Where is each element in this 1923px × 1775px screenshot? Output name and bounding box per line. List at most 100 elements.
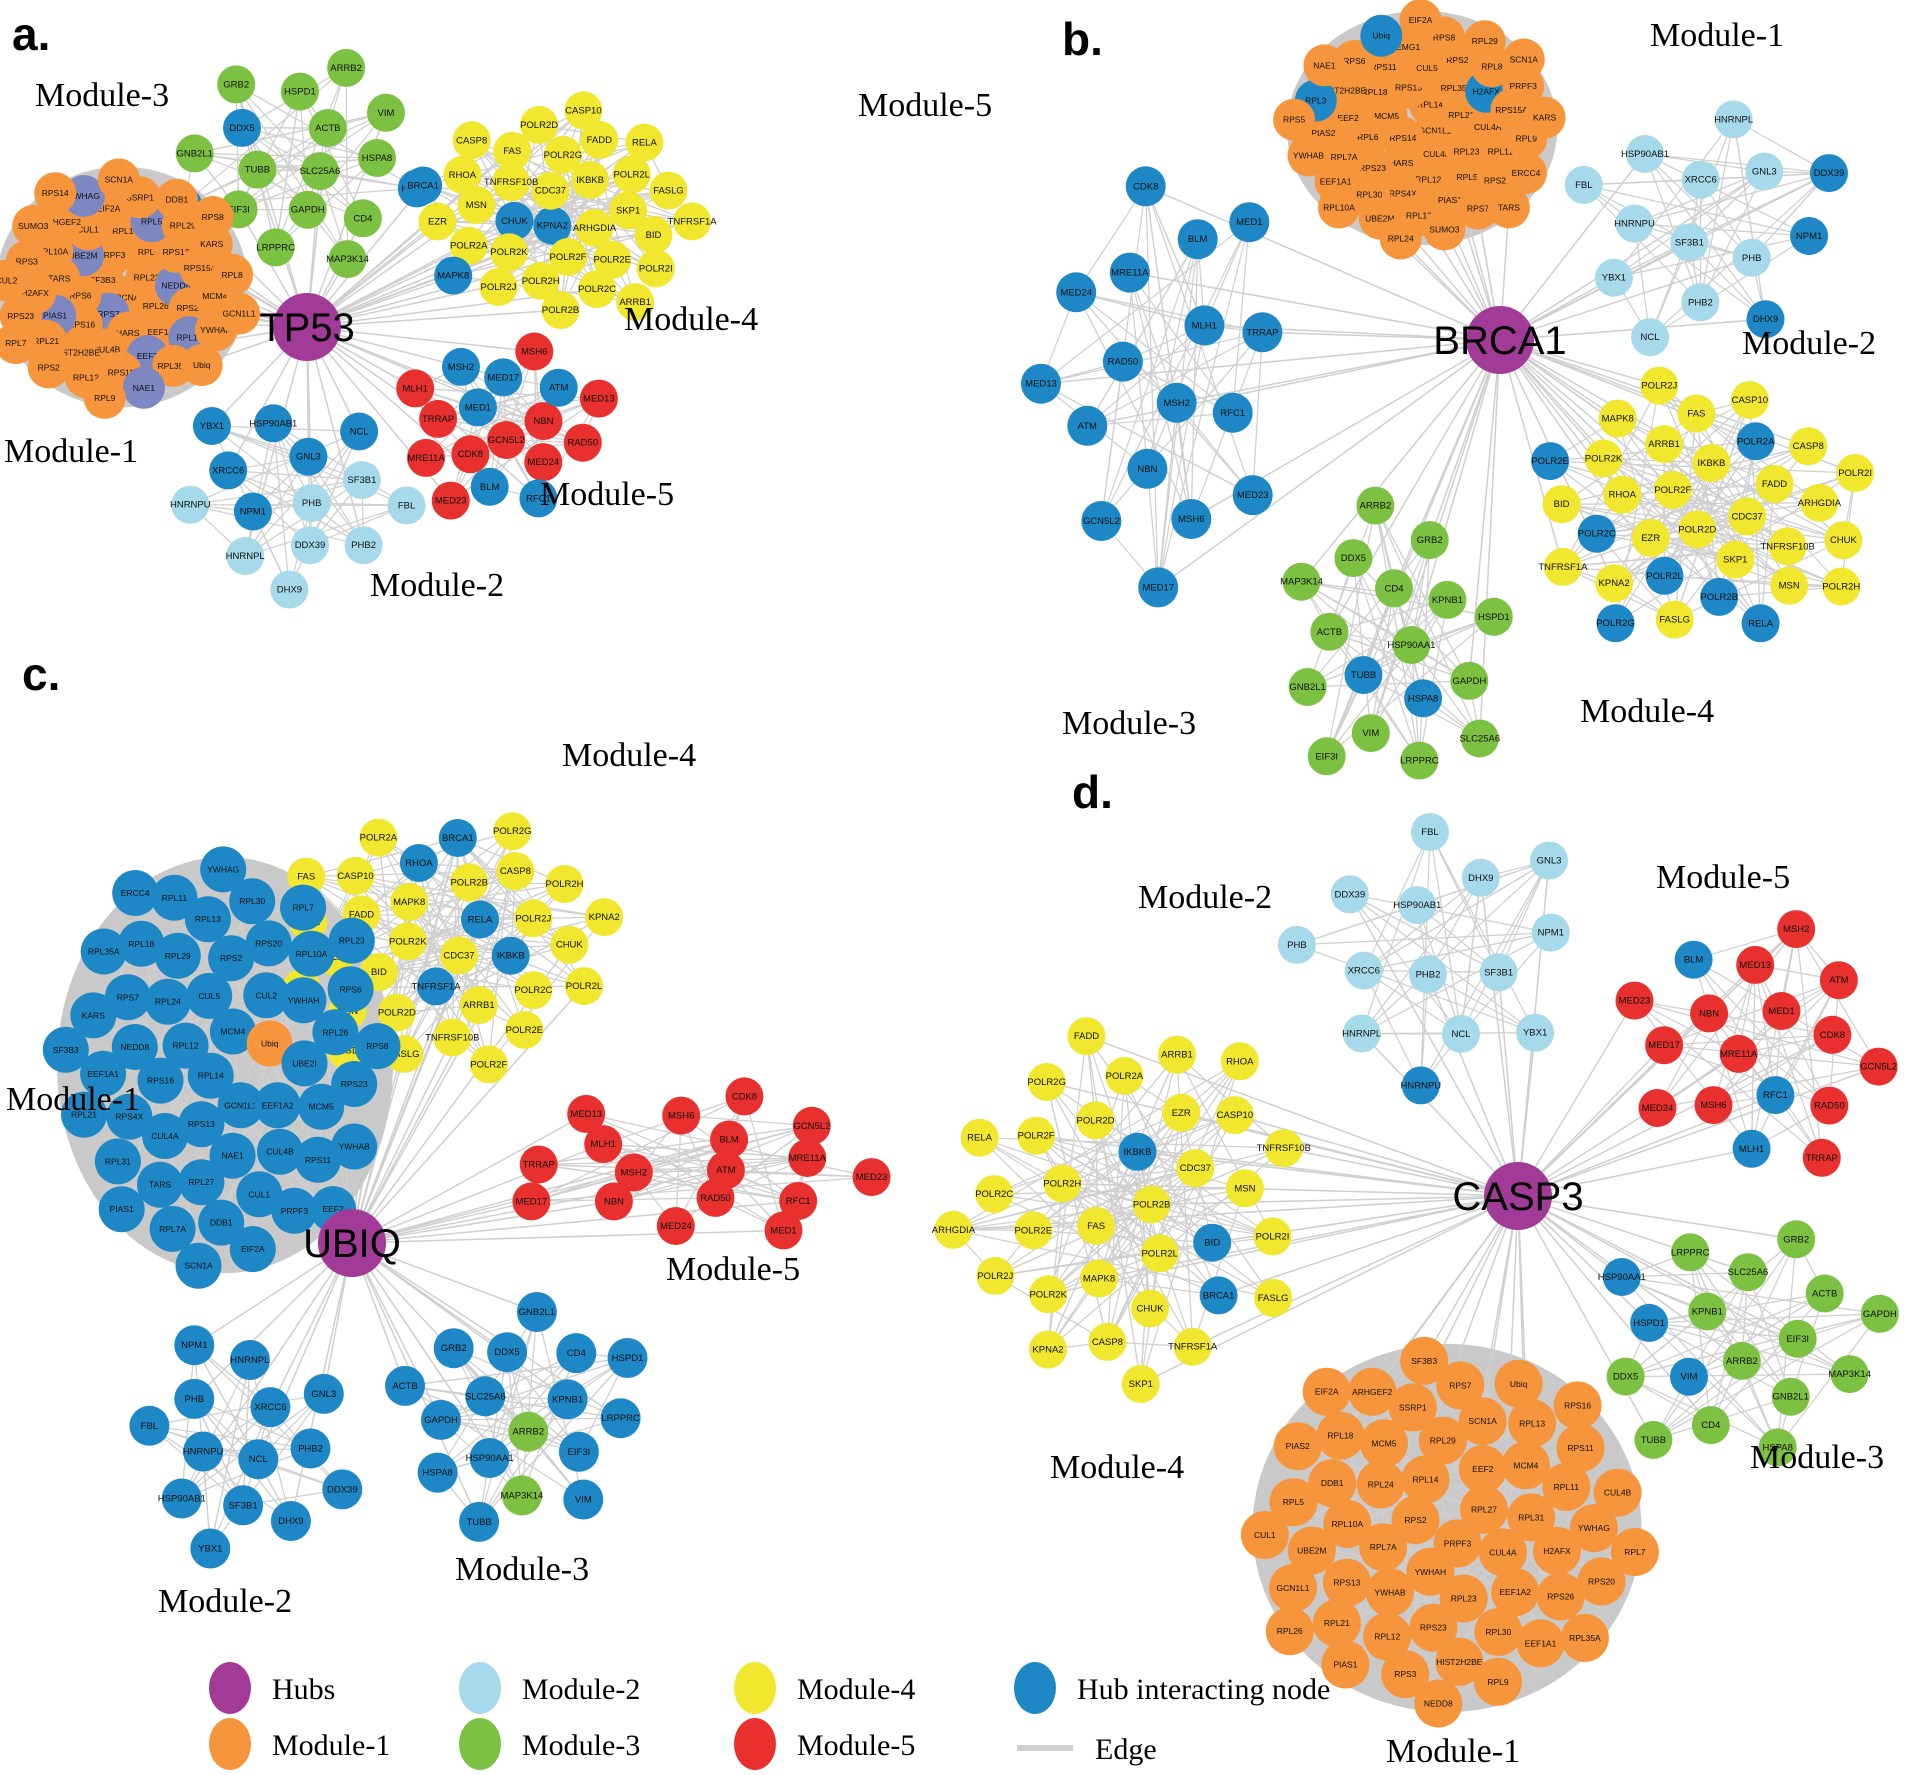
node-ACTB — [308, 109, 347, 147]
node-label: RPL24 — [1368, 1479, 1394, 1489]
node-label: YBX1 — [200, 421, 224, 432]
node-label: RPL23 — [339, 936, 365, 946]
node-POLR2D — [377, 993, 416, 1032]
node-PHB — [1732, 238, 1771, 277]
node-label: POLR2G — [493, 826, 532, 837]
node-BID — [634, 216, 673, 254]
module-label-module-1: Module-1 — [4, 433, 138, 470]
node-label: PIAS1 — [1333, 1659, 1357, 1669]
node-RPL27 — [1460, 1485, 1508, 1534]
node-label: ARRB2 — [1360, 501, 1392, 512]
node-TNFRSF10B — [1264, 1129, 1303, 1168]
node-MSH6 — [1171, 499, 1212, 539]
module-label-module-5: Module-5 — [1656, 859, 1790, 896]
node-label: ARRB1 — [619, 297, 651, 308]
node-YWHAG — [1569, 1504, 1618, 1553]
node-label: EZR — [325, 952, 344, 963]
hub-edge — [1517, 1195, 1655, 1441]
node-label: MED1 — [1768, 1006, 1794, 1017]
node-label: KPNA2 — [589, 912, 620, 923]
node-label: IKBKB — [497, 951, 525, 962]
node-EZR — [1162, 1093, 1201, 1132]
node-label: SF3B1 — [1484, 967, 1513, 978]
node-label: RPS20 — [1588, 1576, 1615, 1586]
node-Ubiq — [1360, 14, 1403, 57]
node-XRCC6 — [1344, 951, 1383, 990]
node-label: RPS11 — [305, 1155, 332, 1165]
hub-label: CASP3 — [1452, 1175, 1583, 1219]
node-label: RPS13 — [163, 247, 190, 257]
node-label: SF3B1 — [229, 1500, 258, 1511]
node-RPL7 — [1610, 1528, 1659, 1576]
node-label: RPL12 — [1415, 175, 1441, 185]
node-TUBB — [459, 1501, 500, 1542]
node-label: RPL35A — [88, 947, 120, 957]
node-TRRAP — [419, 399, 458, 438]
node-RFC1 — [519, 479, 558, 518]
node-FBL — [1564, 165, 1603, 204]
node-HSP90AB1 — [254, 404, 293, 443]
panel-letter-c: c. — [22, 648, 60, 700]
node-label: POLR2E — [593, 255, 631, 266]
hub-node-UBIQ — [318, 1209, 386, 1277]
node-label: RPS6 — [1343, 56, 1365, 66]
node-NBN — [1127, 448, 1168, 489]
node-label: TUBB — [1351, 670, 1376, 681]
node-PIAS2 — [1273, 1422, 1322, 1471]
node-label: FAS — [297, 872, 315, 883]
node-label: POLR2K — [490, 247, 528, 258]
node-GRB2 — [1410, 521, 1449, 560]
node-RPS16 — [137, 1057, 184, 1104]
node-HSP90AB1 — [1398, 886, 1437, 925]
node-label: RPL23 — [1451, 1594, 1477, 1604]
hub-edge — [1517, 1000, 1636, 1197]
node-label: MLH1 — [1739, 1144, 1764, 1155]
node-RPL35A — [80, 928, 127, 975]
hub-edge — [1517, 1195, 1799, 1340]
node-label: RPL30 — [1485, 1627, 1511, 1637]
node-RPL18 — [1316, 1411, 1365, 1460]
node-label: RPL11 — [1488, 146, 1514, 156]
node-label: TNFRSF1A — [1168, 1342, 1218, 1353]
node-MRE11A — [1719, 1034, 1758, 1073]
node-label: ARRB2 — [1726, 1356, 1758, 1367]
node-BID — [1193, 1223, 1232, 1262]
node-label: NBN — [604, 1196, 624, 1207]
node-label: POLR2K — [1029, 1289, 1067, 1300]
node-GCN5L2 — [1081, 501, 1122, 541]
hub-edge — [193, 1242, 353, 1400]
node-label: RPS8 — [1433, 32, 1455, 42]
node-NPM1 — [174, 1325, 215, 1366]
node-label: RPL7 — [1624, 1547, 1646, 1557]
hub-edge — [1283, 1147, 1519, 1197]
node-RPL5 — [1269, 1478, 1318, 1527]
node-NCL — [238, 1439, 279, 1480]
node-label: RPL11 — [177, 332, 203, 342]
node-TNFRSF10B — [433, 1018, 472, 1057]
node-label: EIF3I — [568, 1447, 591, 1458]
node-label: RPS4X — [1389, 189, 1417, 199]
node-MAP3K14 — [328, 240, 367, 279]
module-label-module-3: Module-3 — [455, 1551, 589, 1588]
node-label: GAPDH — [291, 205, 325, 216]
node-label: RPS7 — [117, 992, 139, 1002]
node-POLR2L — [1140, 1234, 1179, 1273]
node-label: GAPDH — [424, 1415, 458, 1426]
node-label: RPL13 — [195, 914, 221, 924]
node-HSP90AB1 — [161, 1478, 202, 1519]
node-NCL — [340, 412, 379, 451]
node-CUL4B — [1593, 1468, 1642, 1517]
node-MCM4 — [1501, 1441, 1550, 1490]
node-ARHGDIA — [575, 208, 614, 247]
node-HSP90AA1 — [1602, 1258, 1641, 1296]
hub-edge — [1192, 1195, 1519, 1348]
node-POLR2H — [1043, 1164, 1082, 1203]
panel-c: CDC37 POLR2K RELA TNFRSF1A MAPK8 IKBKB BID POLR… — [6, 648, 891, 1620]
node-label: MSN — [1234, 1183, 1255, 1194]
legend-label: Module-3 — [522, 1729, 640, 1762]
node-label: GNL3 — [1752, 167, 1777, 178]
node-MSN — [457, 186, 496, 224]
node-POLR2J — [514, 899, 553, 938]
node-RPL21 — [1312, 1599, 1361, 1648]
